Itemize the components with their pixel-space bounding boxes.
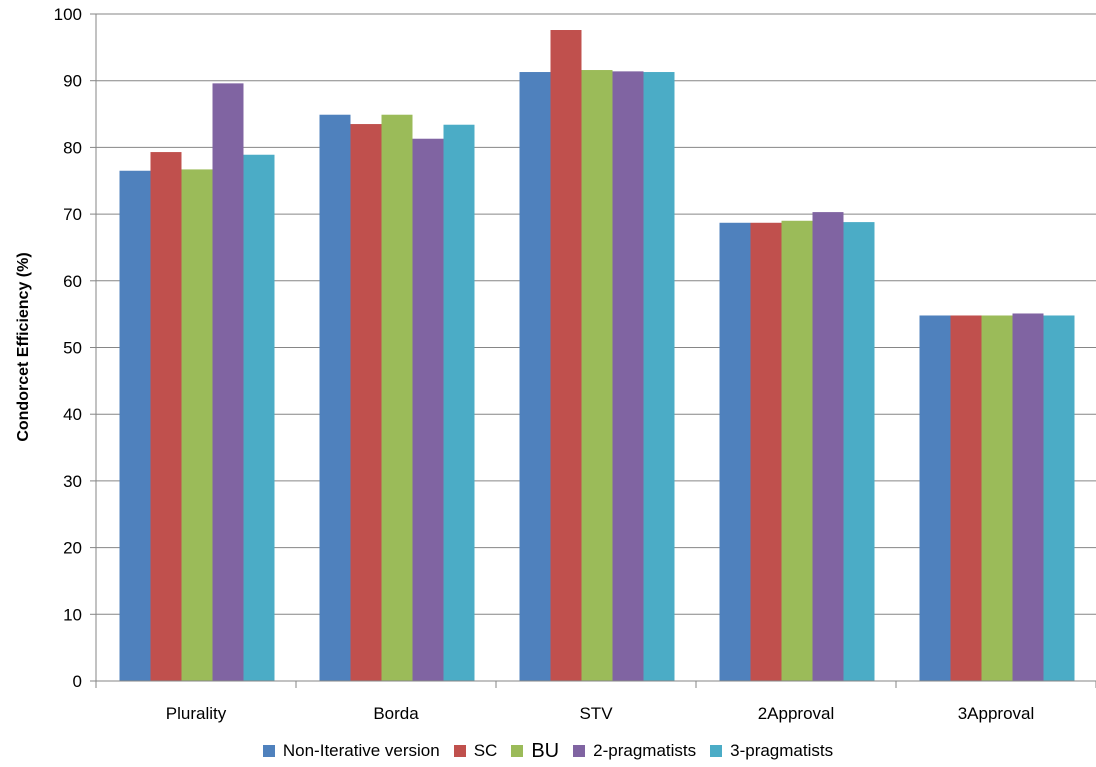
- bar-borda-3-pragmatists: [443, 124, 475, 682]
- bar-stv-3-pragmatists: [643, 72, 675, 682]
- legend-label: SC: [473, 741, 498, 760]
- bar-borda-sc: [350, 124, 382, 682]
- bar-plurality-3-pragmatists: [243, 154, 275, 681]
- bar-plurality-sc: [150, 152, 182, 682]
- bar-borda-non-iterative-version: [319, 114, 351, 682]
- y-tick-label: 50: [63, 339, 82, 358]
- bar-2approval-2-pragmatists: [812, 212, 844, 681]
- bar-chart: 0 10 20 30 40 50 60 70 80 90 100 Plurality Borda STV…: [15, 5, 1096, 723]
- x-category-label: 2Approval: [758, 704, 835, 723]
- legend-swatch: [511, 745, 524, 757]
- bar-stv-bu: [581, 70, 613, 681]
- bar-3approval-non-iterative-version: [919, 315, 951, 681]
- bar-plurality-non-iterative-version: [119, 170, 151, 681]
- x-category-label: 3Approval: [958, 704, 1035, 723]
- legend-item: BU: [511, 740, 559, 763]
- x-category-labels: Plurality Borda STV 2Approval 3Approval: [166, 704, 1035, 723]
- bar-plurality-2-pragmatists: [212, 83, 244, 682]
- x-category-label: STV: [579, 704, 613, 723]
- bar-stv-non-iterative-version: [519, 72, 551, 682]
- bar-2approval-bu: [781, 220, 813, 681]
- legend-item: SC: [453, 741, 498, 761]
- bar-3approval-sc: [950, 315, 982, 681]
- bar-plurality-bu: [181, 169, 213, 681]
- legend-item: 3-pragmatists: [710, 741, 833, 761]
- x-category-label: Borda: [373, 704, 419, 723]
- y-tick-label: 10: [63, 605, 82, 624]
- legend-item: Non-Iterative version: [262, 741, 440, 761]
- bar-3approval-bu: [981, 315, 1013, 681]
- legend: Non-Iterative version SC BU 2-pragmatists 3-…: [0, 738, 1096, 764]
- x-category-label: Plurality: [166, 704, 227, 723]
- bar-3approval-2-pragmatists: [1012, 313, 1044, 681]
- bar-borda-bu: [381, 114, 413, 682]
- y-tick-label: 0: [73, 672, 82, 691]
- legend-swatch: [573, 745, 586, 757]
- y-axis-label: Condorcet Efficiency (%): [15, 252, 32, 441]
- y-tick-label: 100: [54, 5, 82, 24]
- legend-swatch: [262, 745, 275, 757]
- legend-swatch: [710, 745, 723, 757]
- bar-stv-sc: [550, 30, 582, 682]
- y-tick-labels: 0 10 20 30 40 50 60 70 80 90 100: [54, 5, 82, 691]
- y-tick-label: 20: [63, 539, 82, 558]
- y-tick-label: 90: [63, 72, 82, 91]
- bar-2approval-sc: [750, 222, 782, 681]
- y-tick-label: 80: [63, 138, 82, 157]
- bars: [119, 30, 1075, 682]
- legend-label: 3-pragmatists: [730, 741, 834, 760]
- bar-2approval-non-iterative-version: [719, 222, 751, 681]
- y-tick-label: 40: [63, 405, 82, 424]
- axes: [90, 13, 1096, 688]
- y-tick-label: 70: [63, 205, 82, 224]
- bar-3approval-3-pragmatists: [1043, 315, 1075, 681]
- y-tick-label: 30: [63, 472, 82, 491]
- bar-borda-2-pragmatists: [412, 138, 444, 681]
- y-tick-label: 60: [63, 272, 82, 291]
- legend-item: 2-pragmatists: [573, 741, 696, 761]
- legend-label: 2-pragmatists: [593, 741, 697, 760]
- legend-swatch: [453, 745, 466, 757]
- bar-stv-2-pragmatists: [612, 71, 644, 681]
- bar-2approval-3-pragmatists: [843, 222, 875, 681]
- legend-label: BU: [531, 739, 560, 762]
- legend-label: Non-Iterative version: [282, 741, 440, 760]
